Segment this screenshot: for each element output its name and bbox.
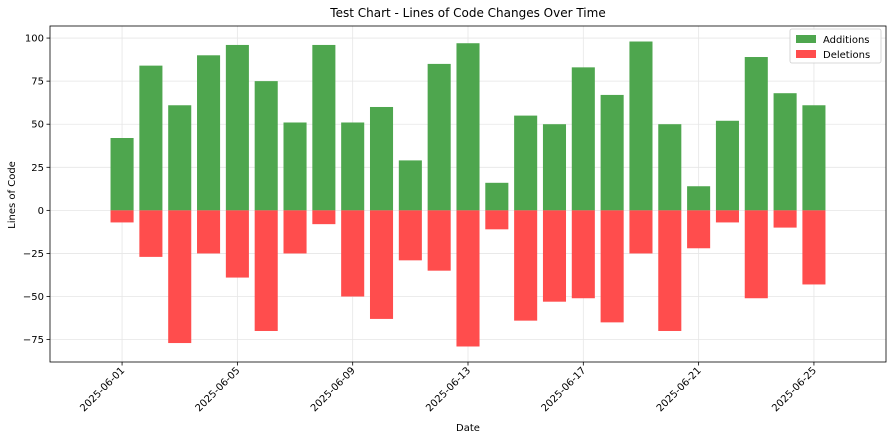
additions-bar bbox=[456, 43, 480, 211]
y-tick-label: −75 bbox=[23, 335, 44, 346]
deletions-bar bbox=[110, 210, 134, 223]
deletions-bar bbox=[485, 210, 509, 230]
deletions-bar bbox=[341, 210, 365, 297]
additions-bar bbox=[225, 44, 249, 211]
additions-bar bbox=[542, 124, 567, 211]
additions-bar bbox=[139, 65, 163, 211]
legend-label-additions: Additions bbox=[823, 35, 870, 46]
deletions-bar bbox=[514, 210, 538, 321]
deletions-bar bbox=[456, 210, 480, 347]
deletions-bar bbox=[600, 210, 624, 323]
additions-bar bbox=[629, 41, 653, 211]
deletions-bar bbox=[802, 210, 826, 285]
y-tick-label: 25 bbox=[31, 163, 44, 174]
additions-bar bbox=[744, 57, 768, 211]
additions-bar bbox=[571, 67, 595, 211]
additions-bar bbox=[398, 160, 422, 211]
deletions-bar bbox=[312, 210, 336, 225]
deletions-bar bbox=[168, 210, 192, 344]
chart-title: Test Chart - Lines of Code Changes Over … bbox=[329, 6, 605, 20]
deletions-bar bbox=[773, 210, 797, 228]
y-tick-label: 100 bbox=[25, 34, 44, 45]
y-tick-label: −25 bbox=[23, 249, 44, 260]
additions-bar bbox=[369, 106, 394, 211]
legend-swatch-additions bbox=[796, 35, 816, 43]
additions-bar bbox=[197, 55, 221, 211]
deletions-bar bbox=[571, 210, 595, 299]
y-tick-label: 75 bbox=[31, 77, 44, 88]
legend: Additions Deletions bbox=[789, 28, 882, 64]
deletions-bar bbox=[225, 210, 249, 278]
additions-bar bbox=[687, 186, 711, 211]
deletions-bar bbox=[629, 210, 653, 254]
additions-bar bbox=[715, 120, 739, 211]
deletions-bar bbox=[427, 210, 451, 271]
deletions-bar bbox=[283, 210, 307, 254]
legend-label-deletions: Deletions bbox=[823, 50, 870, 61]
deletions-bar bbox=[139, 210, 163, 257]
deletions-bar bbox=[744, 210, 768, 299]
additions-bar bbox=[485, 182, 509, 211]
deletions-bar bbox=[687, 210, 711, 249]
additions-bar bbox=[802, 105, 826, 211]
x-axis-label: Date bbox=[456, 423, 480, 434]
deletions-bar bbox=[369, 210, 394, 319]
y-tick-label: 50 bbox=[31, 120, 44, 131]
additions-bar bbox=[658, 124, 682, 211]
y-tick-label: −50 bbox=[23, 292, 44, 303]
deletions-bar bbox=[197, 210, 221, 254]
deletions-bar bbox=[254, 210, 278, 331]
additions-bar bbox=[110, 138, 134, 211]
additions-bar bbox=[312, 44, 336, 211]
deletions-bar bbox=[658, 210, 682, 331]
additions-bar bbox=[600, 94, 624, 211]
additions-bar bbox=[514, 115, 538, 211]
additions-bar bbox=[341, 122, 365, 211]
additions-bar bbox=[254, 81, 278, 211]
y-tick-label: 0 bbox=[38, 206, 44, 217]
additions-bar bbox=[773, 93, 797, 211]
additions-bar bbox=[427, 63, 451, 211]
deletions-bar bbox=[715, 210, 739, 223]
additions-bar bbox=[283, 122, 307, 211]
y-axis-label: Lines of Code bbox=[7, 161, 18, 229]
bars-group bbox=[110, 41, 826, 347]
deletions-bar bbox=[542, 210, 567, 302]
legend-swatch-deletions bbox=[796, 50, 816, 58]
additions-bar bbox=[168, 105, 192, 211]
deletions-bar bbox=[398, 210, 422, 261]
